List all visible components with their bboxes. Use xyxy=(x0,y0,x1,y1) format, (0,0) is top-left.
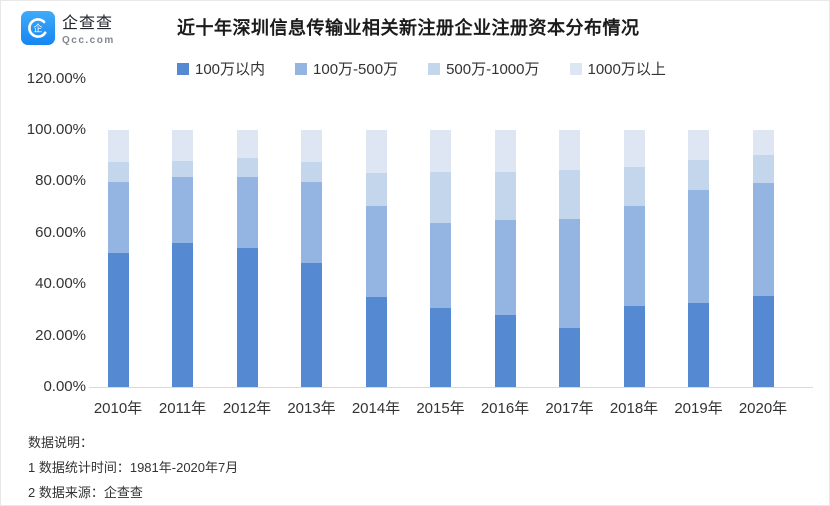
bar-segment xyxy=(365,296,387,387)
y-axis-tick-label: 20.00% xyxy=(35,326,86,344)
x-axis-label: 2012年 xyxy=(222,400,272,417)
legend-swatch xyxy=(569,62,582,75)
note-line: 1 数据统计时间：1981年-2020年7月 xyxy=(28,460,239,475)
bar-segment xyxy=(623,306,645,387)
y-axis-tick-label: 60.00% xyxy=(35,223,86,241)
x-axis-label: 2011年 xyxy=(158,400,207,417)
bar-segment xyxy=(752,182,774,296)
legend-swatch xyxy=(177,62,189,75)
y-axis-tick-label: 80.00% xyxy=(35,172,86,190)
chart-legend: 100万以内 100万-500万 500万-1000万 1000万以上 xyxy=(177,58,666,79)
x-axis-label: 2016年 xyxy=(480,400,530,417)
legend-swatch xyxy=(428,62,441,75)
bar-segment xyxy=(559,218,580,329)
qcc-logo: 企 企查查 Qcc.com xyxy=(21,11,115,50)
bar-segment xyxy=(494,315,516,387)
bar-segment xyxy=(688,130,709,160)
x-axis-label: 2015年 xyxy=(416,400,465,417)
bar-segment xyxy=(365,206,387,297)
bar-segment xyxy=(623,206,645,307)
bar-segment xyxy=(107,182,129,253)
bar-segment xyxy=(172,161,193,178)
brand-name: 企查查 xyxy=(62,15,114,33)
y-axis-tick-label: 120.00% xyxy=(26,69,86,87)
bar-segment xyxy=(107,252,129,387)
note-line: 2 数据来源：企查查 xyxy=(28,485,143,500)
bar-segment xyxy=(623,130,645,167)
bar-segment xyxy=(301,130,322,162)
x-axis-label: 2014年 xyxy=(351,400,401,417)
bar-segment xyxy=(752,130,774,155)
bar-segment xyxy=(107,162,129,183)
chart-title: 近十年深圳信息传输业相关新注册企业注册资本分布情况 xyxy=(177,18,640,38)
bar-segment xyxy=(365,172,387,207)
legend-item: 100万-500万 xyxy=(295,58,398,79)
bar-segment xyxy=(301,181,322,264)
legend-label: 1000万以上 xyxy=(587,61,666,78)
legend-swatch xyxy=(295,62,308,75)
x-axis-line xyxy=(89,387,813,388)
bar-segment xyxy=(559,328,580,387)
bar-segment xyxy=(688,190,709,304)
y-axis-tick-label: 40.00% xyxy=(35,275,86,293)
x-axis-label: 2017年 xyxy=(545,400,594,417)
legend-item: 1000万以上 xyxy=(569,58,666,79)
bar-segment xyxy=(107,130,129,163)
legend-label: 500万-1000万 xyxy=(446,61,540,78)
qcc-logo-icon: 企 xyxy=(21,11,55,50)
bar-segment xyxy=(236,130,258,159)
bar-segment xyxy=(688,303,709,387)
bar-segment xyxy=(430,130,451,173)
bar-segment xyxy=(430,223,451,309)
bar-segment xyxy=(559,169,580,219)
svg-text:企: 企 xyxy=(33,23,42,34)
bar-segment xyxy=(236,248,258,387)
bar-segment xyxy=(172,130,193,162)
x-axis-label: 2020年 xyxy=(738,400,788,417)
y-axis-tick-label: 100.00% xyxy=(26,121,86,138)
bar-segment xyxy=(301,161,322,182)
bar-segment xyxy=(752,295,774,387)
bar-segment xyxy=(172,243,193,387)
bar-segment xyxy=(494,130,516,173)
bar-segment xyxy=(623,166,645,207)
bar-segment xyxy=(494,220,516,316)
bar-segment xyxy=(559,130,580,170)
bar-segment xyxy=(752,154,774,183)
bar-segment xyxy=(301,263,322,387)
y-axis-tick-label: 0.00% xyxy=(43,378,86,395)
bar-segment xyxy=(430,172,451,224)
legend-label: 100万-500万 xyxy=(313,61,399,78)
notes-heading: 数据说明： xyxy=(28,435,94,450)
data-notes: 数据说明： 1 数据统计时间：1981年-2020年7月 2 数据来源：企查查 xyxy=(28,430,238,505)
x-axis-label: 2018年 xyxy=(609,400,659,417)
brand-domain: Qcc.com xyxy=(62,34,115,46)
x-axis-label: 2010年 xyxy=(93,400,143,417)
bar-segment xyxy=(236,176,258,249)
bar-segment xyxy=(430,308,451,387)
bar-segment xyxy=(236,158,258,177)
bar-segment xyxy=(494,172,516,221)
legend-item: 100万以内 xyxy=(177,58,265,79)
bar-segment xyxy=(688,159,709,191)
logo-brand-text: 企查查 Qcc.com xyxy=(62,15,115,46)
bar-segment xyxy=(365,130,387,173)
bar-segment xyxy=(172,177,193,244)
x-axis-label: 2013年 xyxy=(287,400,336,417)
x-axis-label: 2019年 xyxy=(674,400,723,417)
legend-item: 500万-1000万 xyxy=(428,58,540,79)
legend-label: 100万以内 xyxy=(195,61,266,78)
